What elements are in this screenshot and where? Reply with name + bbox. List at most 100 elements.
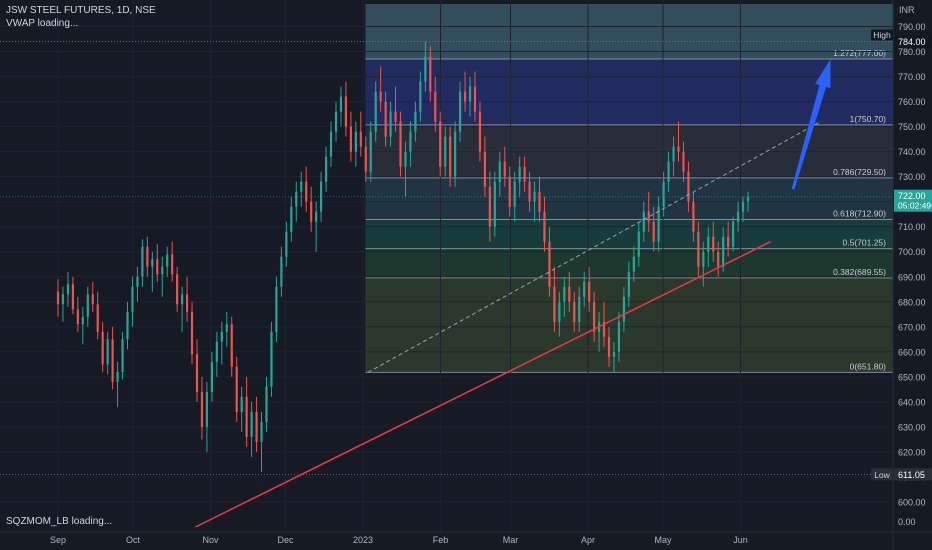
candle-body bbox=[622, 296, 625, 322]
symbol-legend[interactable]: JSW STEEL FUTURES, 1D, NSE bbox=[6, 5, 156, 16]
candle-body bbox=[488, 186, 491, 227]
candle-body bbox=[374, 91, 377, 132]
sqzmom-indicator-status[interactable]: SQZMOM_LB loading... bbox=[6, 516, 113, 527]
price-tick-label: 710.00 bbox=[898, 222, 926, 232]
candle-body bbox=[414, 111, 417, 132]
candle-body bbox=[707, 236, 710, 252]
high-value-box bbox=[894, 35, 932, 48]
candle-body bbox=[146, 246, 149, 267]
candle-body bbox=[260, 421, 263, 442]
candle-body bbox=[86, 294, 89, 317]
candle-body bbox=[434, 91, 437, 122]
price-tick-label: 730.00 bbox=[898, 172, 926, 182]
candle-body bbox=[275, 286, 278, 332]
candle-body bbox=[741, 201, 745, 212]
time-tick-label: Mar bbox=[503, 535, 519, 545]
candle-body bbox=[478, 111, 482, 152]
candle-body bbox=[190, 311, 194, 355]
candle-body bbox=[166, 254, 169, 267]
bar-countdown-label: 05:02:49 bbox=[898, 201, 931, 211]
fib-level-label: 0.618(712.90) bbox=[833, 208, 886, 218]
candle-body bbox=[310, 201, 313, 222]
candle-body bbox=[71, 284, 74, 310]
time-tick-label: Dec bbox=[277, 535, 294, 545]
candle-body bbox=[136, 276, 139, 287]
candle-body bbox=[444, 136, 447, 167]
candle-body bbox=[210, 361, 213, 392]
candle-body bbox=[627, 271, 630, 297]
candle-body bbox=[151, 259, 154, 267]
candle-body bbox=[449, 136, 452, 177]
candle-body bbox=[637, 231, 640, 257]
currency-label: INR bbox=[899, 5, 915, 15]
candle-body bbox=[66, 284, 70, 295]
candle-body bbox=[339, 96, 343, 112]
candle-body bbox=[419, 81, 422, 112]
candle-body bbox=[692, 201, 695, 232]
candle-body bbox=[722, 236, 725, 267]
candle-body bbox=[657, 206, 660, 242]
candle-body bbox=[463, 91, 467, 102]
candle-body bbox=[736, 211, 740, 222]
candle-body bbox=[225, 324, 228, 332]
fib-level-label: 0(651.80) bbox=[850, 361, 887, 371]
candle-body bbox=[727, 236, 730, 247]
time-tick-label: 2023 bbox=[353, 535, 373, 545]
candle-body bbox=[483, 151, 487, 187]
time-tick-label: Jun bbox=[733, 535, 748, 545]
price-tick-label: 640.00 bbox=[898, 397, 926, 407]
time-axis[interactable]: Sep Oct Nov Dec 2023 Feb Mar Apr May Jun bbox=[0, 531, 932, 545]
price-tick-label: 780.00 bbox=[898, 47, 926, 57]
candle-body bbox=[454, 131, 457, 177]
candle-body bbox=[498, 161, 501, 182]
candle-body bbox=[81, 316, 84, 325]
high-tag-label: High bbox=[873, 30, 891, 40]
fib-zone bbox=[365, 177, 893, 220]
candle-body bbox=[573, 301, 576, 322]
high-tag-box bbox=[871, 29, 893, 41]
candle-body bbox=[533, 191, 536, 202]
drawing-overlays[interactable] bbox=[195, 59, 831, 528]
low-tag-label: Low bbox=[874, 470, 890, 480]
candle-body bbox=[662, 181, 665, 207]
vwap-indicator-status[interactable]: VWAP loading... bbox=[6, 18, 79, 29]
last-price-label: 722.00 bbox=[898, 191, 926, 201]
candle-body bbox=[712, 236, 715, 252]
candle-body bbox=[717, 251, 720, 267]
price-tick-label: 760.00 bbox=[898, 97, 926, 107]
fib-zone bbox=[365, 59, 893, 125]
support-trendline bbox=[195, 241, 771, 528]
candle-body bbox=[697, 231, 700, 267]
bullish-arrow bbox=[791, 59, 831, 190]
candle-body bbox=[612, 351, 616, 357]
fib-retracement[interactable]: 1.272(777.00) 1(750.70) 0.786(729.50) 0.618… bbox=[365, 4, 894, 373]
fib-zone bbox=[365, 4, 893, 60]
candle-body bbox=[528, 181, 531, 202]
candle-body bbox=[404, 151, 407, 167]
candle-body bbox=[56, 291, 60, 305]
candle-body bbox=[215, 341, 218, 362]
candle-body bbox=[285, 231, 288, 257]
time-tick-label: Feb bbox=[433, 535, 449, 545]
candle-body bbox=[230, 324, 233, 367]
candle-body bbox=[344, 96, 348, 127]
price-tick-label: 770.00 bbox=[898, 72, 926, 82]
price-axis[interactable]: 790.00 780.00 770.00 760.00 750.00 740.00 730.… bbox=[871, 0, 932, 550]
candle-body bbox=[245, 396, 248, 437]
candle-body bbox=[652, 221, 655, 242]
price-tick-label: 700.00 bbox=[898, 247, 926, 257]
candle-body bbox=[677, 146, 680, 152]
candle-body bbox=[364, 146, 367, 172]
price-tick-label: 750.00 bbox=[898, 122, 926, 132]
candle-body bbox=[171, 254, 174, 275]
candle-body bbox=[588, 281, 591, 302]
candle-body bbox=[240, 396, 243, 412]
candle-body bbox=[295, 191, 298, 207]
candle-body bbox=[578, 296, 581, 322]
candlestick-series bbox=[56, 41, 750, 472]
candle-body bbox=[91, 294, 94, 305]
candle-body bbox=[617, 321, 621, 352]
candle-body bbox=[632, 256, 635, 272]
candle-body bbox=[265, 386, 268, 422]
